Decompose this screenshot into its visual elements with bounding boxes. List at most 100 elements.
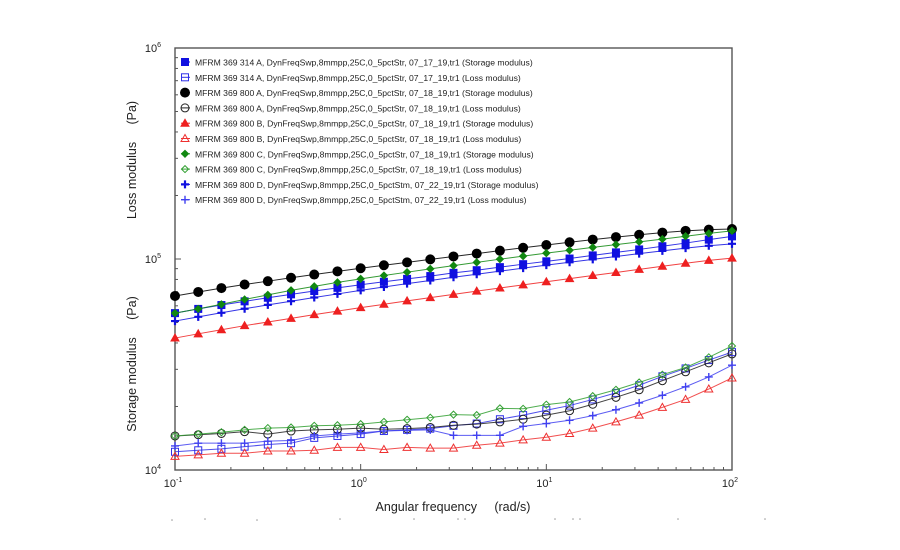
data-point-triangle [170,333,180,342]
series-8 [170,341,737,441]
data-point-triangle [216,324,227,334]
data-point-diamond [611,240,621,249]
legend-marker-plus [181,180,189,189]
data-point-diamond [518,251,528,261]
data-point-diamond [379,417,389,427]
data-point-triangle [286,446,296,455]
data-point-diamond [217,428,226,437]
data-point-triangle [564,273,575,283]
data-point-circle [355,263,366,274]
data-point-triangle [193,449,204,459]
data-point-diamond [194,429,203,439]
data-point-triangle [193,328,204,338]
data-point-plus [310,293,319,302]
legend-marker-circle [180,103,190,113]
data-point-circle [565,406,575,416]
data-point-triangle [564,428,575,437]
data-point-plus [263,437,272,446]
data-point-triangle [495,438,505,447]
data-point-diamond [333,278,342,287]
data-point-diamond [588,391,597,401]
data-point-plus [611,405,620,414]
data-point-triangle [518,434,528,444]
data-point-square [542,406,551,415]
data-point-circle [494,245,505,256]
data-point-triangle [634,410,645,419]
data-point-triangle [703,255,714,264]
data-point-triangle [471,440,482,449]
data-point-diamond [658,234,667,244]
data-point-diamond [263,290,273,300]
data-point-circle [587,234,598,245]
data-point-triangle [541,432,552,441]
legend-label: MFRM 369 800 A, DynFreqSwp,8mmpp,25C,0_5… [195,88,533,98]
data-point-diamond [240,425,249,435]
series-10 [171,361,736,450]
data-point-plus [287,297,296,306]
x-tick-label: 101 [536,477,552,490]
x-tick-label: 10-1 [164,477,183,490]
data-point-plus [426,425,435,434]
legend-item: MFRM 369 800 B, DynFreqSwp,8mmpp,25C,0_5… [180,133,521,144]
data-point-diamond [402,267,412,277]
data-point-diamond [704,229,713,238]
legend-marker-plus [181,195,189,204]
legend-label: MFRM 369 314 A, DynFreqSwp,8mmpp,25C,0_5… [195,58,533,68]
series-9 [171,239,736,326]
data-point-plus [588,411,597,420]
decorative-dots [171,518,766,521]
data-point-diamond [217,300,226,309]
y-tick-label: 105 [145,253,161,266]
data-point-triangle [425,443,436,452]
data-point-circle [472,419,482,429]
data-point-circle [564,237,575,248]
data-point-circle [402,257,413,268]
data-point-plus [171,441,179,450]
data-point-triangle [170,451,180,460]
data-point-diamond [658,370,667,379]
data-point-plus [519,422,528,431]
data-point-diamond [565,397,574,407]
data-point-plus [658,391,667,400]
y-axis-label-storage: Storage modulus (Pa) [125,296,139,431]
series-4 [170,349,737,441]
data-point-diamond [472,410,481,420]
data-point-diamond [263,423,273,433]
data-point-plus [240,439,249,448]
data-point-diamond [379,271,389,280]
data-point-circle [193,286,204,297]
data-point-triangle [727,253,737,262]
data-point-triangle [425,292,436,302]
data-point-plus [194,439,203,448]
series-layer [170,224,737,460]
data-point-triangle [680,258,691,267]
data-point-diamond [542,400,551,409]
data-point-triangle [309,309,320,319]
data-point-triangle [611,267,621,277]
data-point-diamond [310,282,319,291]
x-tick-label: 100 [351,477,367,490]
data-point-circle [704,358,714,368]
data-point-triangle [379,299,389,308]
data-point-diamond [286,423,296,432]
data-point-plus [495,267,504,276]
data-point-triangle [355,302,366,312]
data-point-circle [332,266,343,277]
legend-label: MFRM 369 800 C, DynFreqSwp,8mmpp,25C,0_5… [195,165,522,175]
data-point-triangle [402,295,412,305]
legend-marker-triangle [180,133,190,142]
data-point-plus [565,416,574,425]
data-point-triangle [286,313,296,322]
data-point-triangle [471,286,482,295]
data-point-plus [542,419,551,428]
data-point-diamond [194,304,203,314]
data-point-plus [217,439,226,448]
data-point-plus [356,286,365,295]
data-point-triangle [355,442,366,451]
data-point-triangle [216,448,227,457]
data-point-plus [681,244,690,253]
data-point-circle [216,283,227,294]
legend-item: MFRM 369 314 A, DynFreqSwp,8mmpp,25C,0_5… [181,58,533,68]
data-point-plus [310,431,319,440]
data-point-square [635,381,644,390]
